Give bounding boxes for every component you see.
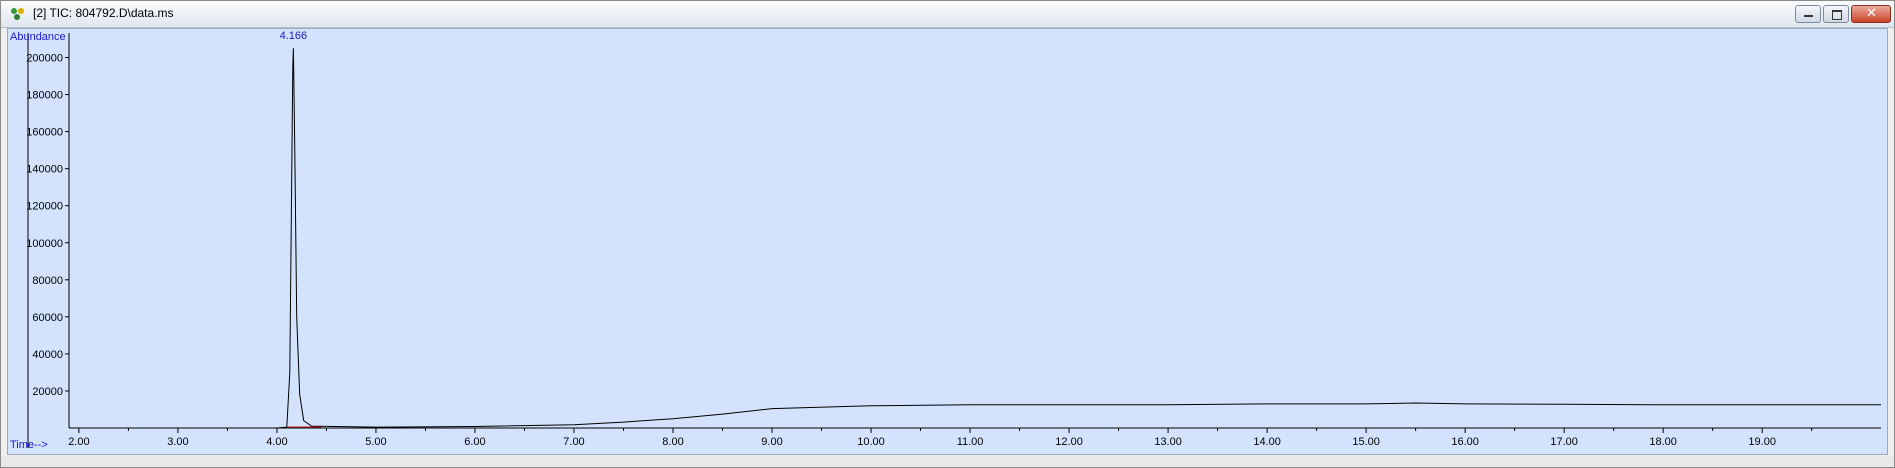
y-tick-label: 180000	[26, 90, 63, 102]
minimize-button[interactable]	[1795, 5, 1821, 23]
x-tick-label: 5.00	[365, 436, 386, 448]
close-icon: ✕	[1866, 6, 1877, 21]
close-button[interactable]: ✕	[1851, 5, 1891, 23]
x-tick-label: 13.00	[1154, 436, 1182, 448]
x-tick-label: 7.00	[563, 436, 584, 448]
x-tick-label: 17.00	[1550, 436, 1578, 448]
restore-button[interactable]	[1823, 5, 1849, 23]
peak-label: 4.166	[280, 30, 308, 42]
window-bottom-border	[1, 456, 1894, 467]
y-tick-label: 40000	[32, 349, 63, 361]
x-tick-label: 2.00	[68, 436, 89, 448]
window-title: [2] TIC: 804792.D\data.ms	[33, 6, 174, 20]
x-tick-label: 19.00	[1748, 436, 1776, 448]
y-tick-label: 140000	[26, 164, 63, 176]
chromatogram-app-icon	[9, 6, 27, 22]
x-tick-label: 10.00	[857, 436, 885, 448]
x-tick-label: 9.00	[761, 436, 782, 448]
y-tick-label: 160000	[26, 127, 63, 139]
restore-icon	[1832, 10, 1842, 20]
minimize-icon	[1804, 15, 1813, 17]
y-tick-label: 120000	[26, 201, 63, 213]
x-tick-label: 3.00	[167, 436, 188, 448]
title-bar[interactable]: [2] TIC: 804792.D\data.ms ✕	[1, 1, 1894, 28]
x-tick-label: 11.00	[957, 436, 984, 448]
y-tick-label: 200000	[26, 53, 63, 65]
y-tick-label: 20000	[32, 386, 63, 398]
x-tick-label: 15.00	[1352, 436, 1380, 448]
y-axis-label: Abundance	[10, 31, 66, 43]
x-tick-label: 8.00	[662, 436, 683, 448]
y-tick-label: 80000	[32, 275, 63, 287]
y-tick-label: 100000	[26, 238, 63, 250]
x-tick-label: 16.00	[1451, 436, 1479, 448]
x-tick-label: 18.00	[1649, 436, 1677, 448]
chart-area: Abundance Time--> 20000 40000 60000 80000 1000…	[7, 28, 1888, 455]
x-tick-label: 6.00	[464, 436, 485, 448]
x-tick-label: 4.00	[266, 436, 287, 448]
chromatogram-chart: Abundance Time--> 20000 40000 60000 80000 1000…	[10, 30, 1881, 451]
x-tick-label: 14.00	[1253, 436, 1281, 448]
x-axis-label: Time-->	[10, 439, 48, 451]
tic-trace	[69, 48, 1881, 429]
y-tick-label: 60000	[32, 312, 63, 324]
x-tick-label: 12.00	[1055, 436, 1083, 448]
